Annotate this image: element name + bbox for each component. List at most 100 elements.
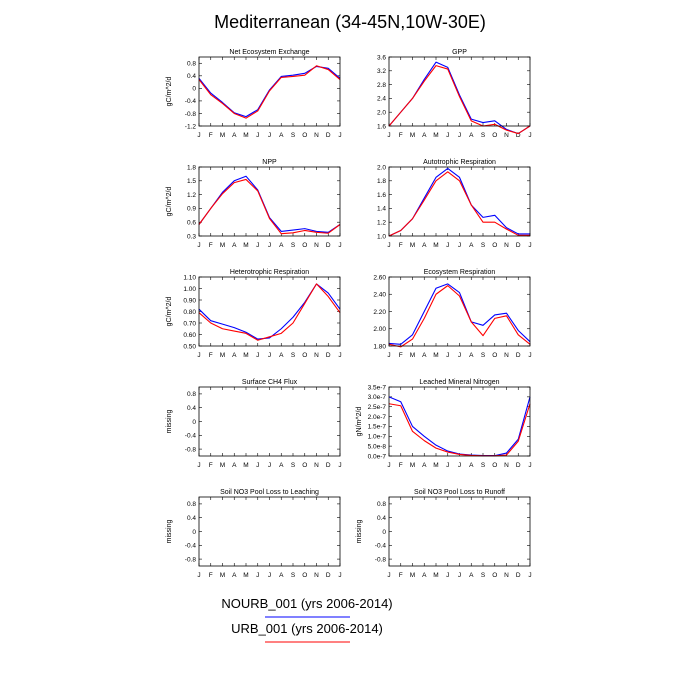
x-tick-label: M [410, 352, 415, 359]
plot-frame [198, 496, 341, 567]
x-tick-label: A [422, 462, 427, 469]
figure-title: Mediterranean (34-45N,10W-30E) [214, 12, 486, 32]
x-tick-label: J [387, 242, 390, 249]
x-tick-label: F [399, 572, 403, 579]
x-tick-label: S [291, 572, 296, 579]
x-tick-label: F [399, 132, 403, 139]
x-tick-label: J [528, 572, 531, 579]
x-tick-label: J [268, 352, 271, 359]
y-tick-label: 0.70 [183, 320, 196, 327]
x-tick-label: J [338, 242, 341, 249]
y-tick-label: 1.8 [377, 178, 386, 185]
y-tick-label: -0.4 [185, 98, 197, 105]
x-tick-label: F [399, 242, 403, 249]
x-tick-label: N [314, 462, 319, 469]
x-tick-label: A [232, 242, 237, 249]
legend-label-nourb: NOURB_001 (yrs 2006-2014) [221, 596, 392, 611]
y-tick-label: -0.4 [185, 433, 197, 440]
x-tick-label: F [209, 242, 213, 249]
y-axis-label-soil-no3-pool-loss-to-runoff: missing [356, 520, 363, 544]
x-tick-label: J [256, 242, 259, 249]
x-tick-label: J [197, 352, 200, 359]
y-tick-label: 0.8 [187, 501, 196, 508]
x-tick-label: A [279, 242, 284, 249]
x-tick-label: M [243, 352, 248, 359]
x-tick-label: J [256, 572, 259, 579]
x-tick-label: A [232, 352, 237, 359]
x-tick-label: J [387, 462, 390, 469]
panel-surface-ch4-flux: Surface CH4 Flux-0.8-0.400.40.8J F M A M J J A S… [166, 379, 342, 469]
x-tick-label: N [504, 352, 509, 359]
y-tick-label: 1.00 [183, 286, 196, 293]
legend: NOURB_001 (yrs 2006-2014) URB_001 (yrs 2… [221, 596, 393, 643]
plot-frame [198, 56, 341, 127]
x-tick-label: M [220, 132, 225, 139]
x-tick-label: J [387, 352, 390, 359]
x-tick-label: J [446, 242, 449, 249]
y-tick-label: 1.80 [373, 343, 386, 350]
y-tick-label: 1.0 [377, 233, 386, 240]
x-tick-label: F [209, 462, 213, 469]
x-tick-label: J [387, 132, 390, 139]
y-tick-label: 0.9 [187, 206, 196, 213]
chart-panels: Net Ecosystem Exchange -1.2 -0.8 -0.4 0 0.4 0.… [166, 49, 532, 579]
panel-soil-no3-pool-loss-to-runoff: Soil NO3 Pool Loss to Runoff -0.8 -0.4 0 0.4… [356, 489, 532, 579]
plot-frame [388, 386, 531, 457]
y-tick-label: 0 [192, 419, 196, 426]
y-tick-label: 5.0e-8 [368, 443, 387, 450]
y-tick-label: -0.4 [185, 543, 197, 550]
panel-autotrophic-respiration: Autotrophic Respiration 1.0 1.2 1.4 1.6 1.8 2.… [377, 159, 532, 249]
x-tick-label: J [458, 242, 461, 249]
x-tick-label: A [279, 462, 284, 469]
series-line-nourb-001-yrs-2006-2014 [388, 167, 530, 237]
y-tick-label: 1.5 [187, 178, 196, 185]
y-tick-label: 0.8 [187, 391, 196, 398]
legend-label-urb: URB_001 (yrs 2006-2014) [231, 621, 383, 636]
x-tick-label: S [481, 132, 486, 139]
x-tick-label: J [446, 462, 449, 469]
x-tick-label: N [314, 132, 319, 139]
x-tick-label: N [314, 242, 319, 249]
series-line-nourb-001-yrs-2006-2014 [388, 283, 531, 345]
series-line-urb-001-yrs-2006-2014 [388, 65, 531, 135]
x-tick-label: J [197, 242, 200, 249]
y-tick-label: 0 [192, 529, 196, 536]
x-tick-label: A [469, 462, 474, 469]
y-tick-label: 2.60 [373, 274, 386, 281]
x-tick-label: F [399, 462, 403, 469]
y-tick-label: 2.0 [377, 164, 386, 171]
x-tick-label: A [469, 572, 474, 579]
panel-title-autotrophic-respiration: Autotrophic Respiration [423, 159, 496, 166]
x-tick-label: J [268, 462, 271, 469]
y-tick-label: 2.0e-7 [368, 414, 387, 421]
y-axis-label-npp: gC/m^2/d [166, 187, 173, 217]
y-axis-label-soil-no3-pool-loss-to-leaching: missing [166, 520, 173, 544]
series-line-urb-001-yrs-2006-2014 [388, 403, 531, 457]
x-tick-label: D [516, 462, 521, 469]
x-tick-label: D [516, 132, 521, 139]
x-tick-label: S [481, 242, 486, 249]
x-tick-label: M [410, 462, 415, 469]
y-tick-label: 0.4 [187, 515, 196, 522]
y-tick-label: 1.2 [187, 192, 196, 199]
y-tick-label: 1.5e-7 [368, 424, 387, 431]
y-tick-label: 0.3 [187, 233, 196, 240]
series-line-urb-001-yrs-2006-2014 [198, 178, 341, 235]
x-tick-label: J [338, 572, 341, 579]
y-tick-label: 0 [192, 86, 196, 93]
x-tick-label: A [469, 242, 474, 249]
x-tick-label: J [446, 352, 449, 359]
y-tick-label: 1.2 [377, 220, 386, 227]
y-tick-label: 1.10 [183, 274, 196, 281]
x-tick-label: M [243, 462, 248, 469]
y-tick-label: -0.8 [185, 111, 197, 118]
x-tick-label: J [256, 462, 259, 469]
plot-frame [198, 166, 341, 237]
plot-frame [388, 56, 531, 127]
plot-frame [388, 166, 531, 237]
y-tick-label: 0.4 [187, 73, 196, 80]
y-tick-label: -0.8 [375, 556, 387, 563]
y-tick-label: 0.60 [183, 332, 196, 339]
x-tick-label: J [446, 132, 449, 139]
y-tick-label: 3.0e-7 [368, 394, 387, 401]
